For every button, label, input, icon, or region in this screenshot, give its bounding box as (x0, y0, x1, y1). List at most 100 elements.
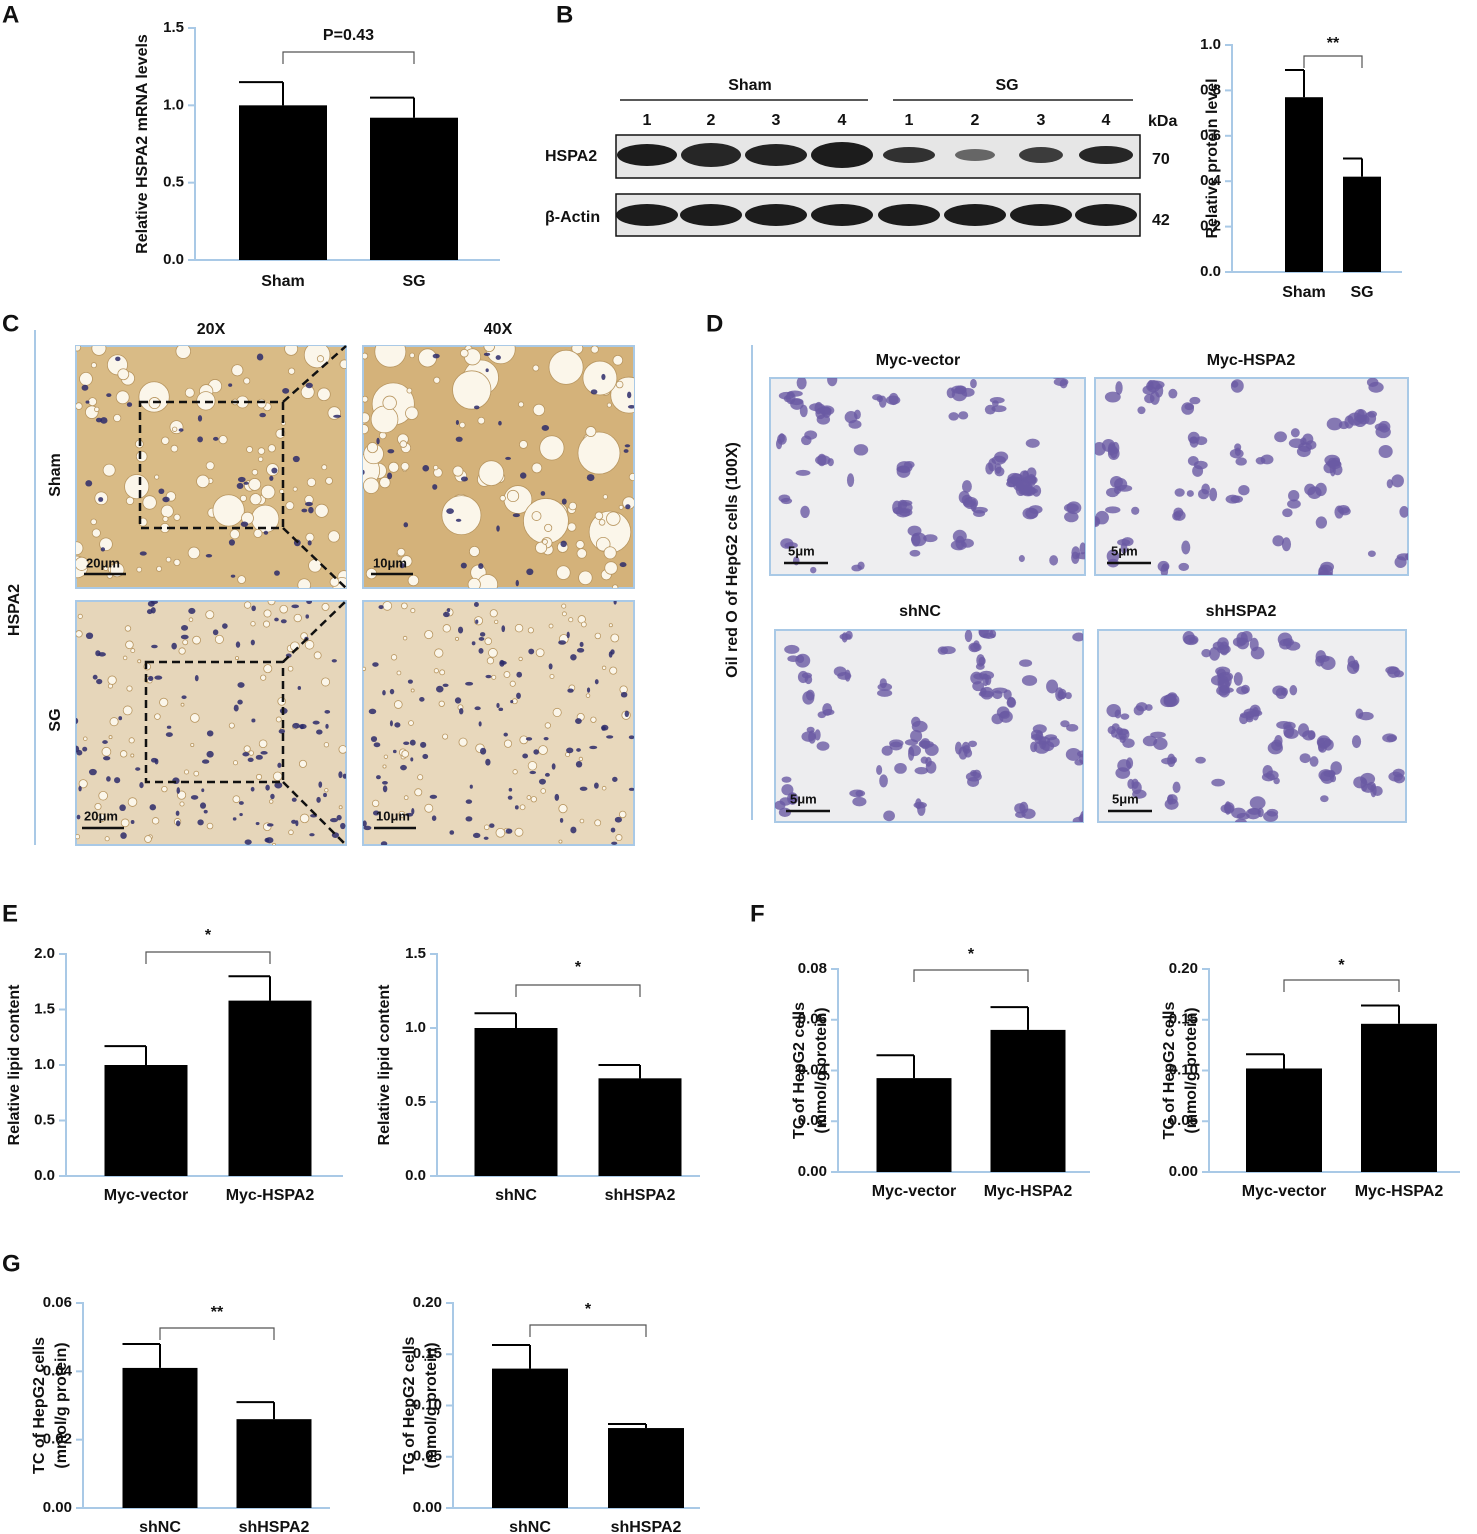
nucleus (250, 786, 255, 792)
x-tick-label: Myc-vector (104, 1187, 188, 1204)
bar-chart: 0.0 0.5 1.0 1.5 Relative HSPA2 mRNA levels Sh… (134, 19, 500, 290)
nucleus (623, 449, 629, 453)
cell (1249, 637, 1259, 652)
cell (801, 435, 812, 446)
y-tick-label: 0.0 (163, 251, 184, 268)
lipid-droplet (88, 397, 98, 407)
bar-chart: 0.0 0.5 1.0 1.5 Relative lipid content shNC sh… (376, 945, 700, 1204)
panel-label: B (556, 1, 573, 28)
column-title: 40X (484, 321, 513, 338)
lipid-droplet (535, 648, 545, 658)
nucleus (199, 802, 207, 809)
cell (1169, 756, 1178, 764)
cell (1304, 483, 1316, 496)
lipid-droplet (535, 541, 548, 554)
nucleus (265, 837, 274, 844)
nucleus (498, 420, 502, 426)
y-tick-label: 0.6 (1200, 127, 1221, 144)
cell (1249, 796, 1266, 810)
error-bar (370, 96, 415, 118)
lipid-droplet (263, 609, 272, 618)
nucleus (431, 815, 437, 821)
x-tick-label: Myc-HSPA2 (1355, 1183, 1444, 1200)
nucleus (278, 729, 286, 734)
nucleus (115, 356, 121, 362)
lipid-droplet (585, 693, 591, 698)
lipid-droplet (260, 484, 276, 500)
row-label: SG (47, 708, 64, 731)
cell (1223, 802, 1235, 814)
nucleus (333, 414, 342, 418)
cell (1274, 735, 1283, 747)
lipid-droplet (582, 360, 618, 396)
nucleus (373, 742, 381, 748)
lipid-droplet (618, 504, 624, 510)
cell (797, 670, 809, 684)
nucleus (291, 819, 297, 824)
error-bar (1343, 157, 1363, 177)
nucleus (376, 437, 380, 445)
nucleus (619, 562, 627, 568)
lipid-droplet (609, 666, 618, 675)
cell (1006, 697, 1017, 708)
y-tick-label: 0.10 (413, 1396, 442, 1413)
nucleus (624, 444, 631, 448)
error-bar (598, 1064, 641, 1079)
nucleus (460, 476, 468, 482)
nucleus (239, 812, 243, 817)
lipid-droplet (205, 610, 215, 620)
nucleus (387, 472, 393, 480)
nucleus (566, 631, 570, 639)
cell (853, 444, 869, 456)
lipid-droplet (540, 788, 546, 794)
panel-label: E (2, 900, 18, 927)
lipid-droplet (558, 839, 563, 844)
lipid-droplet (499, 495, 506, 502)
micrograph (362, 600, 635, 846)
nucleus (446, 608, 451, 613)
nucleus (88, 768, 97, 776)
cell (1351, 735, 1362, 749)
cell (1186, 490, 1194, 497)
x-tick-label: Myc-vector (1242, 1183, 1326, 1200)
lipid-droplet (173, 513, 181, 521)
lipid-droplet (406, 387, 413, 394)
cell (1107, 447, 1120, 461)
nucleus (538, 778, 546, 785)
cell (1117, 759, 1132, 772)
error-bar (1361, 1004, 1400, 1024)
nucleus (575, 761, 583, 768)
y-tick-label: 0.5 (163, 174, 184, 191)
lipid-droplet (83, 736, 88, 741)
y-tick-label: 0.00 (1169, 1163, 1198, 1180)
cell (888, 392, 899, 406)
error-bar (236, 1401, 275, 1420)
lipid-droplet (460, 348, 469, 358)
nucleus (409, 739, 416, 746)
significance-bracket (1303, 55, 1363, 68)
lipid-droplet (601, 665, 607, 671)
cell (1137, 406, 1146, 415)
lipid-droplet (107, 675, 117, 685)
cell (1201, 483, 1210, 495)
cell (1224, 673, 1232, 688)
cell (1114, 709, 1122, 719)
lipid-droplet (452, 370, 492, 410)
lipid-droplet (424, 803, 434, 813)
lipid-droplet (128, 737, 135, 744)
cell (1079, 811, 1083, 822)
nucleus (613, 601, 617, 605)
cell (958, 411, 969, 420)
nucleus (102, 740, 108, 744)
lipid-droplet (173, 558, 181, 566)
lipid-droplet (567, 522, 577, 532)
lipid-droplet (78, 779, 88, 789)
cell (1272, 685, 1286, 696)
nucleus (194, 674, 199, 682)
nucleus (394, 722, 401, 728)
lipid-droplet (561, 603, 567, 609)
lipid-droplet (558, 804, 568, 814)
cell (940, 646, 956, 655)
lipid-droplet (494, 619, 499, 624)
